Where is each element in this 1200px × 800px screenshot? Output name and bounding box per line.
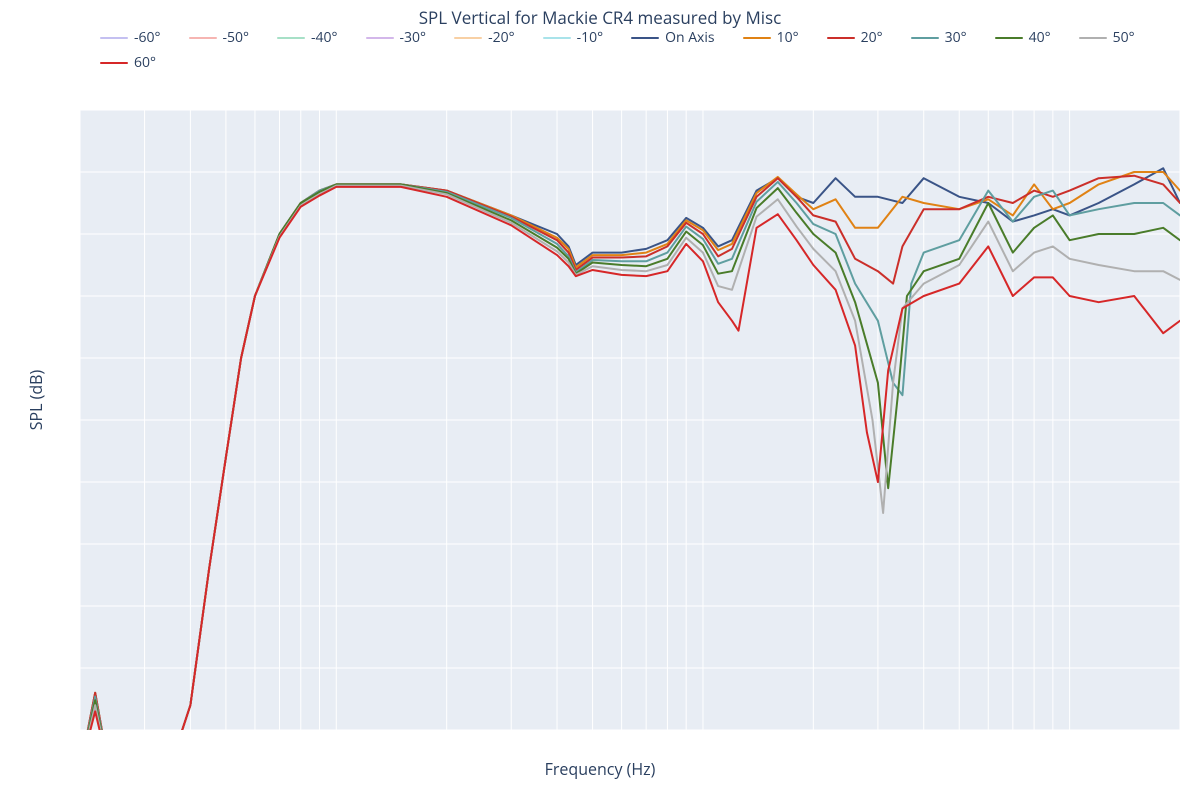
legend-swatch bbox=[189, 37, 217, 39]
legend-swatch bbox=[100, 37, 128, 39]
legend-swatch bbox=[277, 37, 305, 39]
legend-swatch bbox=[100, 62, 128, 64]
legend-label: 30° bbox=[945, 28, 967, 47]
legend-swatch bbox=[743, 37, 771, 39]
legend-label: -40° bbox=[311, 28, 338, 47]
legend-item[interactable]: 30° bbox=[911, 28, 967, 47]
x-axis-label: Frequency (Hz) bbox=[0, 758, 1200, 780]
legend-label: -20° bbox=[488, 28, 515, 47]
legend-item[interactable]: -50° bbox=[189, 28, 250, 47]
spl-chart: SPL Vertical for Mackie CR4 measured by … bbox=[0, 0, 1200, 800]
legend-item[interactable]: -60° bbox=[100, 28, 161, 47]
legend-label: 50° bbox=[1113, 28, 1135, 47]
legend-item[interactable]: 20° bbox=[827, 28, 883, 47]
legend-label: On Axis bbox=[665, 28, 715, 47]
legend-label: 20° bbox=[861, 28, 883, 47]
legend-item[interactable]: -40° bbox=[277, 28, 338, 47]
legend-swatch bbox=[454, 37, 482, 39]
legend-item[interactable]: On Axis bbox=[631, 28, 715, 47]
legend-swatch bbox=[995, 37, 1023, 39]
legend-item[interactable]: 40° bbox=[995, 28, 1051, 47]
legend-item[interactable]: -20° bbox=[454, 28, 515, 47]
legend-item[interactable]: -10° bbox=[543, 28, 604, 47]
legend-item[interactable]: 60° bbox=[100, 53, 156, 72]
legend-label: 10° bbox=[777, 28, 799, 47]
legend-item[interactable]: -30° bbox=[366, 28, 427, 47]
legend-label: -30° bbox=[400, 28, 427, 47]
legend-swatch bbox=[1079, 37, 1107, 39]
legend-label: -50° bbox=[223, 28, 250, 47]
legend-item[interactable]: 50° bbox=[1079, 28, 1135, 47]
chart-title: SPL Vertical for Mackie CR4 measured by … bbox=[0, 6, 1200, 29]
chart-legend: -60° -50° -40° -30° -20° -10° On Axis 10° 20° 30°… bbox=[100, 28, 1190, 72]
legend-swatch bbox=[631, 37, 659, 39]
y-axis-label: SPL (dB) bbox=[6, 0, 66, 800]
legend-swatch bbox=[911, 37, 939, 39]
legend-label: 40° bbox=[1029, 28, 1051, 47]
legend-label: 60° bbox=[134, 53, 156, 72]
legend-label: -60° bbox=[134, 28, 161, 47]
legend-swatch bbox=[543, 37, 571, 39]
plot-area: 100100010k2345678923456789234567892 -40-… bbox=[80, 110, 1180, 730]
legend-item[interactable]: 10° bbox=[743, 28, 799, 47]
legend-swatch bbox=[366, 37, 394, 39]
legend-swatch bbox=[827, 37, 855, 39]
legend-label: -10° bbox=[577, 28, 604, 47]
